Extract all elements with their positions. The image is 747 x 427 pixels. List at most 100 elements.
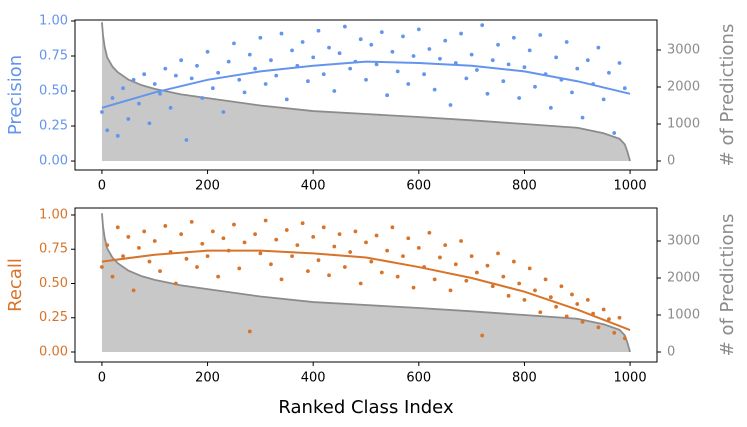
scatter-point: [152, 82, 157, 86]
scatter-point: [617, 315, 622, 320]
scatter-point: [105, 128, 110, 133]
scatter-point: [459, 31, 463, 36]
scatter-point: [411, 285, 416, 290]
scatter-point: [274, 73, 279, 78]
scatter-point: [337, 51, 342, 56]
scatter-point: [263, 82, 268, 86]
scatter-point: [496, 42, 500, 47]
scatter-point: [295, 243, 300, 248]
scatter-point: [501, 79, 506, 84]
scatter-point: [411, 54, 416, 58]
scatter-point: [480, 23, 485, 28]
plot-area: [100, 213, 631, 353]
scatter-point: [232, 41, 236, 46]
scatter-point: [290, 254, 294, 258]
scatter-point: [316, 258, 321, 263]
scatter-point: [585, 58, 590, 63]
scatter-point: [596, 325, 601, 330]
scatter-point: [311, 235, 316, 239]
y-tick-label: 0.75: [39, 48, 68, 63]
scatter-point: [332, 244, 337, 249]
plot-area: [100, 22, 631, 162]
scatter-point: [131, 77, 136, 82]
scatter-point: [131, 288, 136, 293]
scatter-point: [416, 27, 421, 32]
scatter-point: [538, 33, 543, 37]
scatter-point: [369, 259, 374, 264]
scatter-point: [564, 314, 569, 319]
scatter-point: [184, 256, 189, 261]
scatter-point: [306, 269, 310, 274]
scatter-point: [570, 90, 574, 95]
scatter-point: [385, 248, 390, 253]
x-tick-label: 800: [512, 371, 537, 386]
y-tick-label: 0.25: [39, 310, 68, 325]
scatter-point: [453, 262, 458, 267]
scatter-point: [158, 269, 162, 274]
scatter-point: [115, 225, 120, 230]
x-tick-label: 1000: [614, 179, 647, 194]
scatter-point: [448, 103, 453, 107]
scatter-point: [511, 35, 516, 40]
scatter-point: [596, 45, 601, 50]
scatter-point: [559, 284, 564, 289]
x-tick-label: 200: [195, 179, 220, 194]
scatter-point: [369, 42, 374, 47]
scatter-point: [485, 91, 490, 96]
scatter-point: [580, 319, 585, 324]
scatter-point: [506, 62, 511, 67]
scatter-point: [570, 292, 574, 297]
scatter-point: [522, 65, 527, 70]
scatter-point: [475, 270, 479, 275]
scatter-point: [306, 79, 310, 84]
scatter-point: [147, 259, 152, 264]
axes-frame: [74, 207, 658, 363]
scatter-point: [269, 262, 273, 267]
scatter-point: [401, 34, 405, 39]
scatter-point: [100, 265, 104, 269]
scatter-point: [401, 254, 405, 258]
scatter-point: [607, 317, 611, 322]
y2-tick-label: 2000: [667, 80, 700, 95]
scatter-point: [253, 232, 257, 237]
x-tick-label: 1000: [614, 371, 647, 386]
scatter-point: [105, 243, 110, 248]
scatter-point: [469, 254, 474, 258]
scatter-point: [137, 245, 141, 250]
scatter-point: [358, 37, 363, 42]
scatter-point: [554, 55, 559, 60]
scatter-point: [443, 38, 448, 43]
y-tick-label: 0.00: [39, 154, 68, 169]
scatter-point: [575, 66, 580, 71]
scatter-point: [601, 97, 606, 102]
scatter-point: [158, 91, 162, 96]
scatter-point: [253, 66, 257, 71]
scatter-point: [422, 72, 426, 77]
scatter-point: [269, 58, 273, 63]
scatter-point: [173, 281, 178, 286]
scatter-point: [342, 265, 347, 269]
scatter-point: [284, 228, 289, 232]
scatter-point: [543, 277, 548, 282]
scatter-point: [100, 110, 104, 114]
scatter-point: [226, 59, 231, 64]
scatter-point: [216, 70, 221, 75]
scatter-point: [321, 225, 326, 230]
scatter-point: [205, 254, 210, 258]
scatter-point: [622, 86, 627, 91]
scatter-point: [284, 97, 289, 102]
y-tick-label: 0.50: [39, 84, 68, 99]
scatter-point: [448, 288, 453, 293]
scatter-point: [522, 298, 527, 302]
x-tick-label: 600: [406, 371, 431, 386]
scatter-point: [110, 96, 115, 100]
y-tick-label: 1.00: [39, 207, 68, 222]
scatter-point: [316, 28, 321, 33]
y2-tick-label: 1000: [667, 308, 700, 323]
scatter-point: [554, 304, 559, 309]
y2-tick-label: 2000: [667, 271, 700, 286]
scatter-point: [195, 265, 199, 269]
scatter-point: [195, 63, 199, 68]
scatter-point: [438, 56, 442, 61]
